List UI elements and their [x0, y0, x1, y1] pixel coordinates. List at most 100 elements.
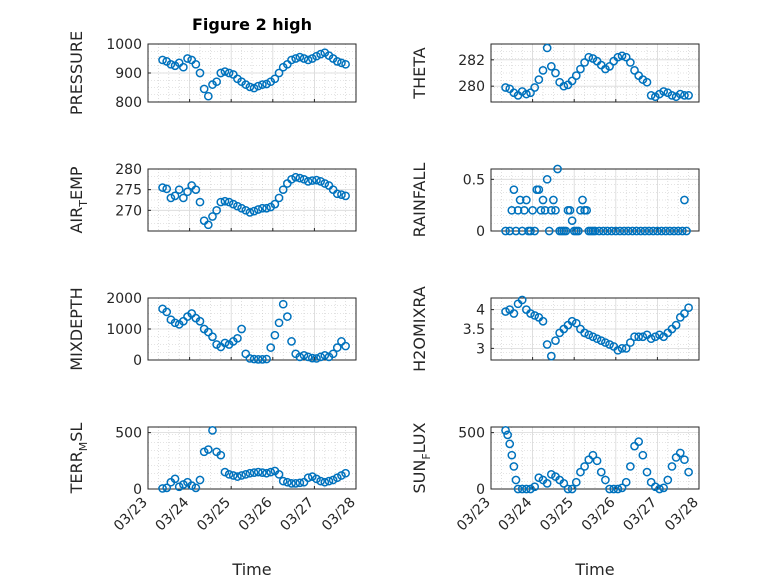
data-point — [559, 479, 569, 488]
data-point — [567, 316, 577, 326]
data-point — [563, 484, 573, 494]
data-point — [170, 191, 180, 201]
data-point — [274, 469, 284, 479]
data-point — [312, 354, 321, 363]
data-point — [320, 477, 330, 487]
data-point — [220, 467, 230, 477]
data-point — [287, 479, 296, 488]
subplot-airtemp: 270 275 280 AIRTEMP — [67, 162, 357, 234]
data-point — [661, 226, 671, 236]
y-tick-label: 0 — [476, 224, 485, 240]
data-point — [220, 196, 230, 206]
data-point — [307, 472, 317, 481]
data-point — [179, 62, 188, 72]
data-point — [530, 311, 540, 320]
data-point — [307, 176, 317, 185]
data-point — [646, 334, 656, 344]
data-point — [233, 472, 242, 481]
data-point — [208, 426, 217, 435]
data-point — [684, 303, 693, 313]
data-point — [588, 332, 598, 342]
data-point — [534, 75, 544, 84]
data-point — [216, 197, 226, 207]
data-point — [274, 193, 284, 203]
series-theta — [501, 43, 693, 102]
data-point — [320, 351, 330, 360]
y-axis-label-mixdepth: MIXDEPTH — [67, 287, 86, 370]
data-point — [617, 51, 627, 61]
data-point — [307, 54, 317, 63]
data-point — [684, 91, 693, 100]
series-rainfall — [501, 164, 691, 236]
y-tick-label: 2000 — [106, 291, 142, 307]
data-point — [542, 479, 552, 488]
data-point — [191, 483, 201, 493]
y-tick-label: 1000 — [106, 37, 142, 53]
data-point — [567, 76, 577, 86]
data-point — [611, 226, 621, 236]
data-point — [503, 430, 512, 440]
y-tick-label: 0 — [476, 482, 485, 498]
data-point — [669, 226, 679, 236]
data-point — [195, 197, 205, 207]
data-point — [526, 309, 535, 318]
y-tick-label: 275 — [115, 183, 142, 199]
data-point — [174, 185, 184, 195]
data-point — [549, 195, 558, 205]
data-point — [170, 318, 180, 328]
data-point — [536, 205, 546, 215]
data-point — [621, 344, 631, 353]
data-point — [551, 68, 560, 78]
data-point — [580, 462, 589, 471]
data-point — [538, 66, 548, 75]
data-point — [262, 468, 271, 478]
data-point — [675, 89, 685, 99]
data-point — [528, 205, 537, 215]
data-point — [332, 189, 342, 199]
data-point — [507, 450, 517, 460]
data-point — [682, 226, 691, 236]
data-point — [220, 338, 230, 348]
data-point — [663, 475, 673, 485]
data-point — [526, 226, 535, 236]
data-point — [675, 448, 685, 458]
data-point — [509, 185, 519, 195]
data-point — [584, 330, 594, 340]
data-point — [628, 226, 637, 236]
data-point — [287, 174, 296, 184]
data-point — [166, 59, 176, 69]
data-point — [553, 164, 562, 174]
data-point — [551, 336, 560, 345]
data-point — [316, 177, 325, 186]
data-point — [187, 481, 197, 490]
data-point — [551, 205, 560, 215]
data-point — [617, 344, 627, 353]
data-point — [613, 484, 623, 494]
data-point — [274, 68, 284, 78]
data-point — [299, 54, 309, 63]
data-point — [613, 52, 623, 62]
data-point — [513, 205, 523, 215]
data-point — [615, 226, 625, 236]
data-point — [337, 471, 346, 480]
y-tick-label: 270 — [115, 203, 142, 219]
subplot-rainfall: 0 0.5 RAINFALL — [410, 163, 700, 240]
y-tick-label: 4 — [476, 303, 485, 319]
data-point — [199, 447, 209, 457]
data-point — [262, 79, 271, 89]
data-point — [623, 226, 633, 236]
data-point — [680, 91, 689, 100]
data-point — [291, 172, 301, 182]
data-point — [249, 83, 259, 93]
data-point — [517, 295, 527, 305]
y-axis-label-rainfall: RAINFALL — [410, 163, 429, 238]
data-point — [241, 80, 251, 89]
data-point — [567, 216, 577, 226]
data-point — [632, 226, 641, 236]
data-point — [224, 68, 234, 78]
data-point — [522, 89, 531, 99]
data-point — [158, 55, 167, 65]
data-point — [266, 467, 276, 477]
data-point — [191, 185, 201, 195]
